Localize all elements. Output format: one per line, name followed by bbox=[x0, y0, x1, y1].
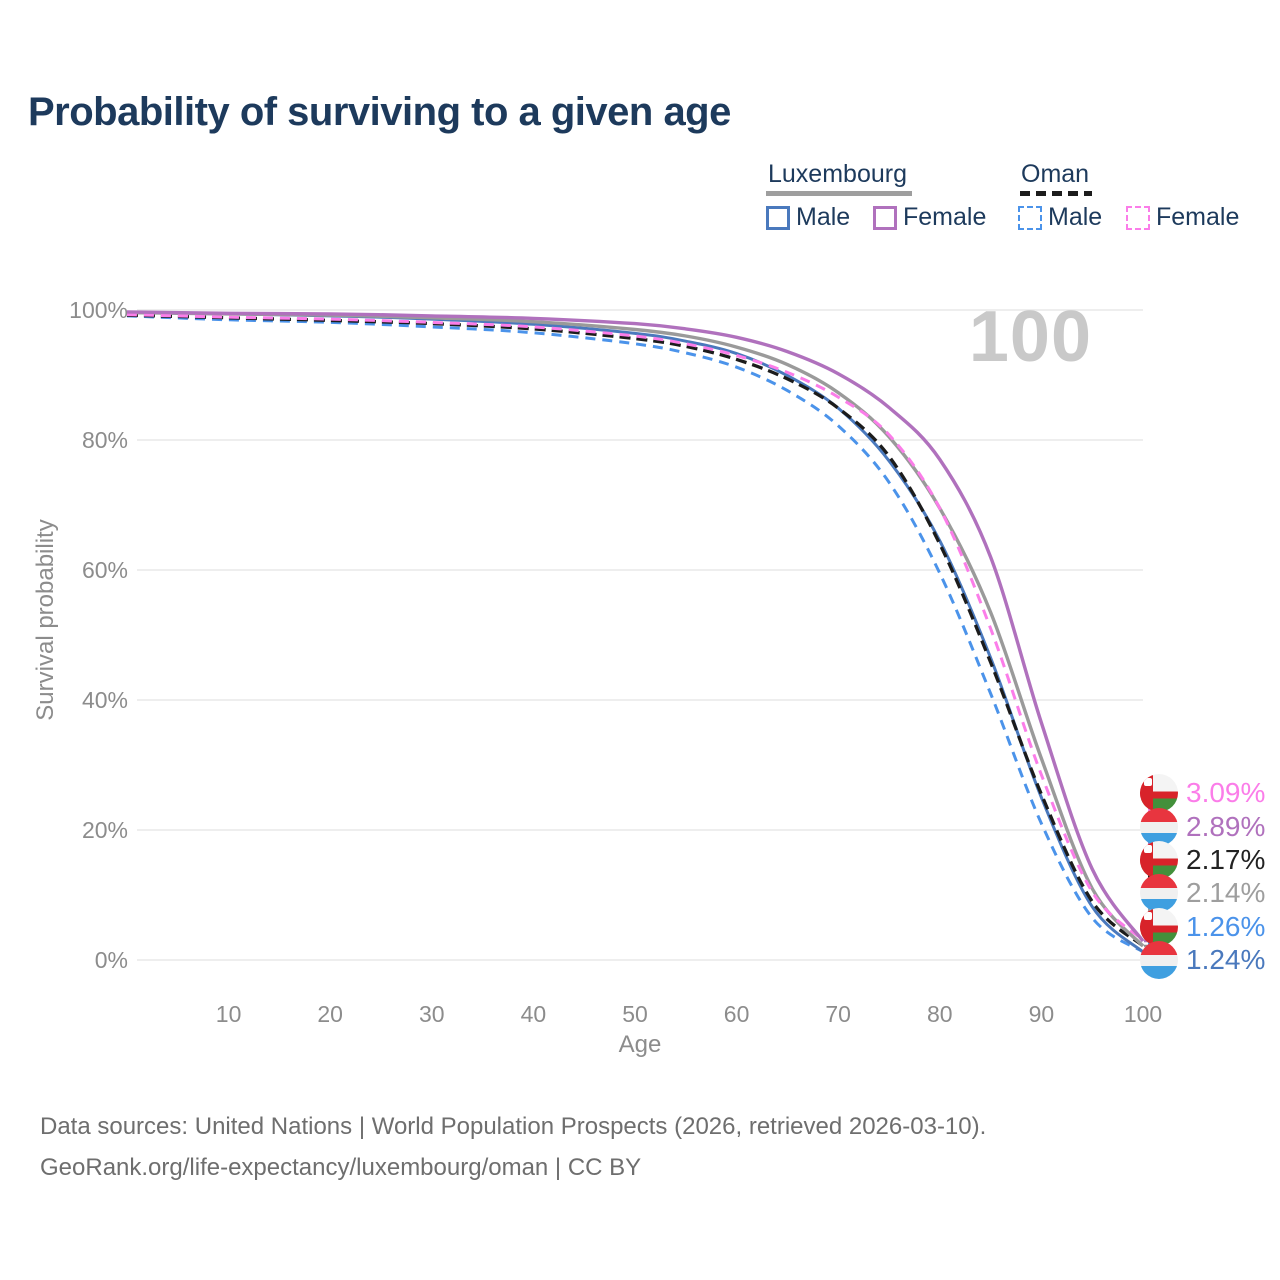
footer: Data sources: United Nations | World Pop… bbox=[40, 1106, 986, 1188]
end-label-luxembourg-female: 2.89% bbox=[1140, 808, 1265, 846]
legend-underline-oman-dashed-line bbox=[1020, 191, 1092, 196]
legend-item-luxembourg-female[interactable]: Female bbox=[873, 203, 986, 232]
legend-group-oman[interactable]: Oman bbox=[1021, 160, 1090, 188]
legend-label: Female bbox=[1156, 203, 1240, 231]
end-value-text: 1.26% bbox=[1186, 911, 1266, 942]
x-tick-label-30: 30 bbox=[419, 1001, 445, 1027]
hovered-age-watermark: 100 bbox=[968, 297, 1092, 377]
oman-flag-icon bbox=[1140, 841, 1178, 879]
oman-flag-emblem bbox=[1144, 912, 1152, 920]
legend-underline-luxembourg-solid-line bbox=[766, 191, 912, 196]
end-label-luxembourg-both-sexes: 2.14% bbox=[1140, 874, 1265, 912]
end-value-text: 2.14% bbox=[1186, 877, 1266, 908]
y-tick-label-60: 60% bbox=[82, 557, 128, 583]
legend-label: Female bbox=[903, 203, 987, 231]
x-tick-label-20: 20 bbox=[317, 1001, 343, 1027]
data-sources-line: Data sources: United Nations | World Pop… bbox=[40, 1113, 987, 1140]
y-tick-label-20: 20% bbox=[82, 817, 128, 843]
end-label-oman-male: 1.26% bbox=[1140, 908, 1265, 946]
end-label-oman-female: 3.09% bbox=[1140, 774, 1265, 812]
oman-flag-emblem bbox=[1144, 845, 1152, 853]
curve-oman-female bbox=[126, 313, 1145, 942]
x-axis-title: Age bbox=[619, 1031, 662, 1058]
x-tick-label-100: 100 bbox=[1124, 1001, 1162, 1027]
oman-male-swatch-icon bbox=[1018, 205, 1042, 230]
legend-item-oman-male[interactable]: Male bbox=[1018, 203, 1102, 232]
legend-item-luxembourg-male[interactable]: Male bbox=[766, 203, 850, 232]
x-tick-label-70: 70 bbox=[825, 1001, 851, 1027]
x-tick-label-40: 40 bbox=[521, 1001, 547, 1027]
luxembourg-male-swatch-icon bbox=[766, 205, 790, 230]
end-label-oman-both-sexes: 2.17% bbox=[1140, 841, 1265, 879]
y-tick-label-80: 80% bbox=[82, 427, 128, 453]
y-tick-label-40: 40% bbox=[82, 687, 128, 713]
page-title: Probability of surviving to a given age bbox=[28, 90, 731, 134]
luxembourg-flag-icon bbox=[1140, 941, 1178, 979]
x-tick-label-50: 50 bbox=[622, 1001, 648, 1027]
end-value-text: 1.24% bbox=[1186, 944, 1266, 975]
attribution-line: GeoRank.org/life-expectancy/luxembourg/o… bbox=[40, 1154, 642, 1181]
oman-female-swatch-icon bbox=[1126, 205, 1150, 230]
x-tick-label-10: 10 bbox=[216, 1001, 242, 1027]
oman-flag-icon bbox=[1140, 774, 1178, 812]
end-value-text: 3.09% bbox=[1186, 777, 1266, 808]
legend-label: Male bbox=[1048, 203, 1103, 231]
oman-flag-icon bbox=[1140, 908, 1178, 946]
end-value-text: 2.17% bbox=[1186, 844, 1266, 875]
luxembourg-female-swatch-icon bbox=[873, 205, 897, 230]
curve-luxembourg-female bbox=[126, 310, 1145, 943]
x-tick-label-90: 90 bbox=[1029, 1001, 1055, 1027]
y-tick-label-100: 100% bbox=[69, 297, 128, 323]
luxembourg-flag-icon bbox=[1140, 808, 1178, 846]
legend-item-oman-female[interactable]: Female bbox=[1126, 203, 1239, 232]
legend-group-luxembourg[interactable]: Luxembourg bbox=[768, 160, 907, 188]
legend-label: Male bbox=[796, 203, 851, 231]
x-tick-label-60: 60 bbox=[724, 1001, 750, 1027]
curve-oman-both-sexes bbox=[126, 313, 1145, 948]
x-tick-label-80: 80 bbox=[927, 1001, 953, 1027]
y-tick-label-0: 0% bbox=[95, 947, 128, 973]
curve-oman-male bbox=[126, 314, 1144, 954]
oman-flag-emblem bbox=[1144, 778, 1152, 786]
luxembourg-flag-icon bbox=[1140, 874, 1178, 912]
y-axis-title: Survival probability bbox=[32, 519, 59, 721]
end-value-text: 2.89% bbox=[1186, 811, 1266, 842]
end-label-luxembourg-male: 1.24% bbox=[1140, 941, 1265, 979]
